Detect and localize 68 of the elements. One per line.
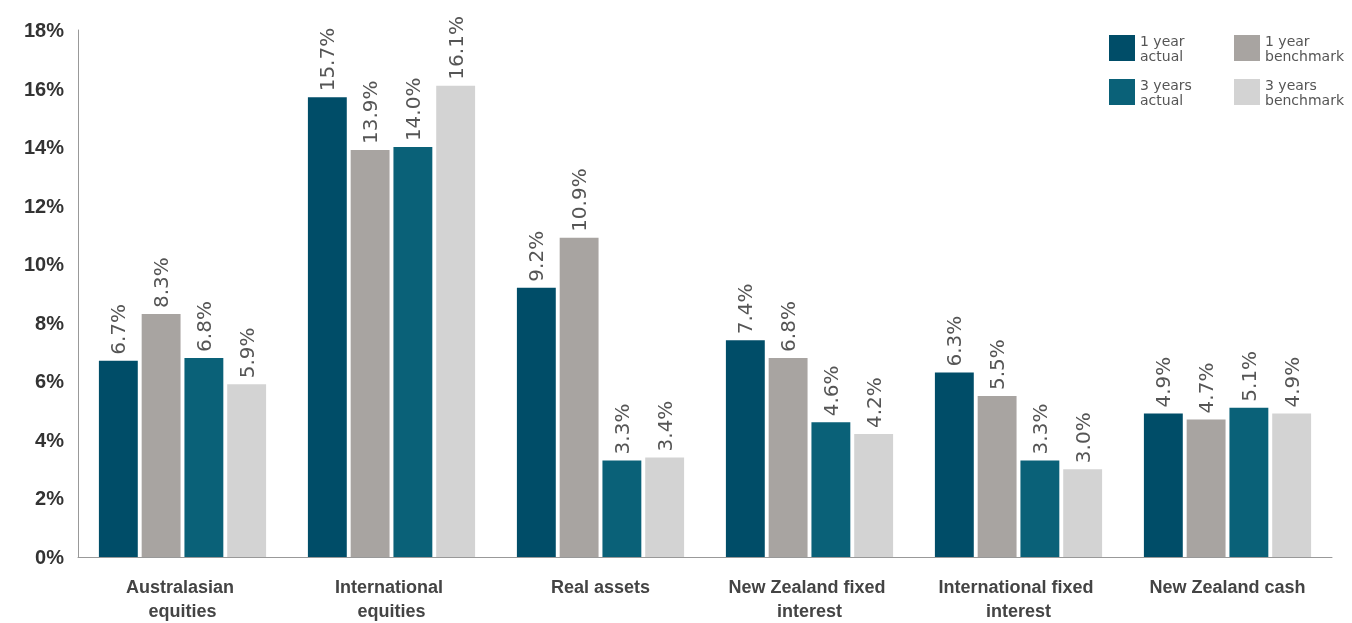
data-label: 4.9% <box>1151 356 1176 408</box>
y-tick-label: 18% <box>23 19 65 41</box>
data-label: 4.6% <box>818 365 843 417</box>
y-tick-label: 0% <box>35 546 65 568</box>
x-tick-label: International equities <box>334 577 449 621</box>
data-label: 3.4% <box>652 400 677 452</box>
legend-label: 1 year actual <box>1140 32 1190 64</box>
x-tick-label: Real assets <box>550 577 651 597</box>
data-label: 5.9% <box>234 327 259 379</box>
y-tick-label: 8% <box>35 311 65 334</box>
y-tick-label: 2% <box>35 487 65 510</box>
bar <box>1272 413 1312 557</box>
data-label: 6.8% <box>776 301 801 352</box>
y-tick-label: 10% <box>23 253 65 276</box>
bar <box>977 395 1017 557</box>
bar <box>350 150 390 557</box>
x-tick-label: Australasian equities <box>125 577 240 621</box>
bar <box>811 422 851 557</box>
data-label: 10.9% <box>567 168 592 232</box>
data-label: 6.3% <box>942 315 967 367</box>
data-label: 7.4% <box>733 283 758 335</box>
bar <box>768 357 808 557</box>
bar <box>1229 407 1269 557</box>
bar <box>1186 419 1226 557</box>
y-tick-label: 4% <box>35 428 65 451</box>
bar <box>1143 413 1183 557</box>
data-label: 9.2% <box>524 230 549 282</box>
data-label: 16.1% <box>443 16 468 80</box>
y-tick-label: 14% <box>23 136 65 159</box>
bar <box>602 460 642 557</box>
x-tick-label: New Zealand cash <box>1149 577 1306 597</box>
x-tick-label: International fixed interest <box>938 577 1099 621</box>
bar <box>516 287 556 557</box>
data-label: 15.7% <box>315 27 340 92</box>
y-tick-label: 6% <box>35 370 65 393</box>
data-label: 3.3% <box>1027 403 1052 455</box>
bar <box>227 384 267 557</box>
y-tick-label: 12% <box>23 194 65 217</box>
bar <box>184 357 224 557</box>
data-label: 13.9% <box>358 80 383 145</box>
data-label: 4.7% <box>1194 362 1219 414</box>
bar <box>1063 469 1103 557</box>
bar <box>1020 460 1060 557</box>
bar <box>393 147 433 557</box>
data-label: 3.3% <box>609 403 634 455</box>
legend-label: 3 years benchmark <box>1265 76 1345 108</box>
data-label: 5.5% <box>985 339 1010 390</box>
bar <box>934 372 974 557</box>
x-tick-label: New Zealand fixed interest <box>728 577 891 621</box>
bar <box>98 360 138 557</box>
data-label: 6.8% <box>191 301 216 352</box>
bar <box>645 457 685 557</box>
data-label: 4.2% <box>861 377 886 429</box>
data-label: 3.0% <box>1070 412 1095 464</box>
bar <box>141 313 181 557</box>
data-label: 5.1% <box>1236 350 1261 402</box>
data-label: 6.7% <box>106 304 131 355</box>
bar <box>307 97 347 557</box>
legend-label: 3 years actual <box>1140 76 1197 108</box>
legend-label: 1 year benchmark <box>1265 32 1345 64</box>
y-tick-label: 16% <box>23 77 65 100</box>
bar <box>559 237 599 557</box>
data-label: 4.9% <box>1279 356 1304 408</box>
data-label: 14.0% <box>400 77 425 142</box>
data-label: 8.3% <box>149 257 174 308</box>
bar <box>725 340 765 557</box>
bar <box>436 85 476 557</box>
bar <box>854 434 894 557</box>
